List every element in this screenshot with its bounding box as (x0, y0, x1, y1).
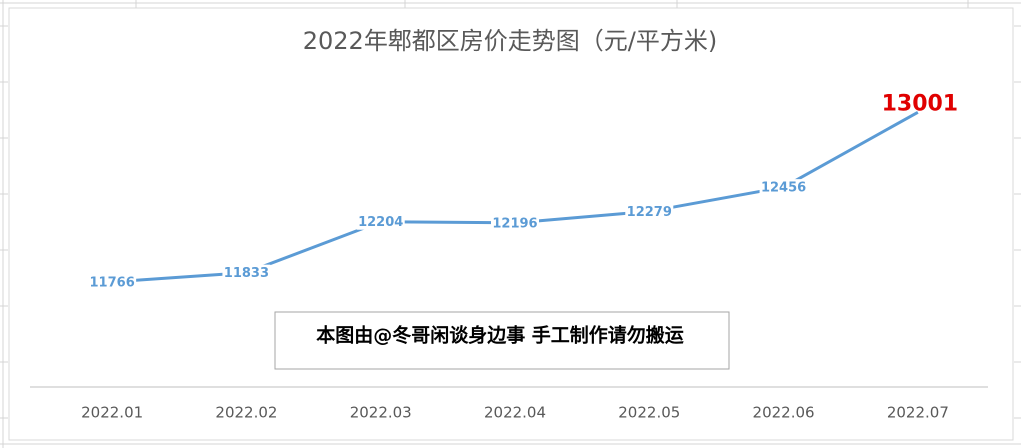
x-tick-label: 2022.06 (753, 404, 815, 422)
x-tick-label: 2022.03 (350, 404, 412, 422)
annotation: 本图由@冬哥闲谈身边事 手工制作请勿搬运 (316, 324, 684, 347)
annotation-box (274, 311, 730, 370)
data-label-bg (625, 203, 674, 220)
chart-title: 2022年郫都区房价走势图（元/平方米) (303, 27, 718, 55)
data-label: 12196 (492, 216, 537, 231)
data-label: 12279 (627, 205, 672, 220)
data-label-bg (759, 179, 808, 196)
x-tick-label: 2022.02 (215, 404, 277, 422)
data-label: 11766 (90, 275, 135, 290)
x-tick-label: 2022.01 (81, 404, 143, 422)
data-label-bg (222, 264, 271, 281)
x-tick-label: 2022.07 (887, 404, 949, 422)
data-label-bg (88, 273, 137, 290)
data-label-bg (356, 213, 405, 230)
data-label: 12204 (358, 215, 403, 230)
data-label: 13001 (882, 91, 959, 116)
data-label: 11833 (224, 266, 269, 281)
x-tick-label: 2022.04 (484, 404, 546, 422)
data-label: 12456 (761, 181, 806, 196)
x-tick-label: 2022.05 (618, 404, 680, 422)
data-label-bg (491, 214, 539, 231)
